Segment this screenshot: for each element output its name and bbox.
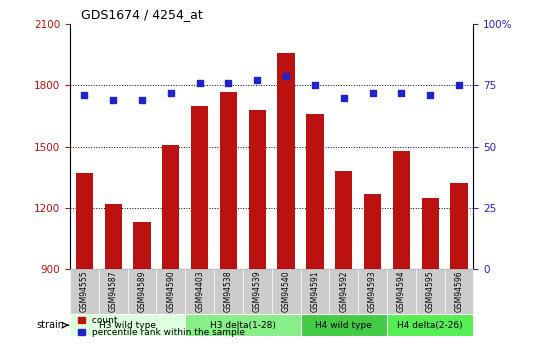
Text: H3 delta(1-28): H3 delta(1-28) [210, 321, 276, 330]
Point [167, 90, 175, 96]
Bar [76, 173, 93, 269]
Point [368, 90, 377, 96]
Bar [278, 53, 295, 269]
Text: GSM94595: GSM94595 [426, 271, 435, 313]
Text: GSM94539: GSM94539 [253, 271, 262, 313]
Text: GSM94592: GSM94592 [339, 271, 348, 312]
Text: GDS1674 / 4254_at: GDS1674 / 4254_at [81, 8, 202, 21]
Text: GSM94538: GSM94538 [224, 271, 233, 312]
Text: GSM94590: GSM94590 [166, 271, 175, 313]
Bar [133, 222, 151, 269]
Point [109, 97, 117, 103]
Bar [191, 106, 208, 269]
Text: H4 delta(2-26): H4 delta(2-26) [398, 321, 463, 330]
Bar [306, 114, 323, 269]
Point [138, 97, 146, 103]
Text: GSM94540: GSM94540 [281, 271, 291, 313]
Text: GSM94596: GSM94596 [455, 271, 464, 313]
Point [253, 78, 261, 83]
Text: GSM94555: GSM94555 [80, 271, 89, 313]
Point [224, 80, 233, 86]
Bar [450, 183, 468, 269]
Text: strain: strain [37, 320, 65, 330]
Text: GSM94403: GSM94403 [195, 271, 204, 313]
Point [195, 80, 204, 86]
Bar [249, 110, 266, 269]
Legend:  count,  percentile rank within the sample: count, percentile rank within the sample [74, 313, 249, 341]
Point [339, 95, 348, 100]
Point [310, 82, 319, 88]
Point [397, 90, 406, 96]
Text: GSM94593: GSM94593 [368, 271, 377, 313]
Bar [422, 198, 439, 269]
Bar [162, 145, 180, 269]
Text: GSM94587: GSM94587 [109, 271, 118, 312]
Text: GSM94589: GSM94589 [138, 271, 146, 312]
Bar [335, 171, 352, 269]
Text: GSM94594: GSM94594 [397, 271, 406, 313]
Text: H3 wild type: H3 wild type [99, 321, 156, 330]
Bar [393, 151, 410, 269]
Text: H4 wild type: H4 wild type [315, 321, 372, 330]
Point [80, 92, 89, 98]
Bar [220, 91, 237, 269]
Bar [364, 194, 381, 269]
Point [455, 82, 463, 88]
Point [426, 92, 435, 98]
Text: GSM94591: GSM94591 [310, 271, 320, 312]
Point [282, 73, 291, 78]
Bar [104, 204, 122, 269]
